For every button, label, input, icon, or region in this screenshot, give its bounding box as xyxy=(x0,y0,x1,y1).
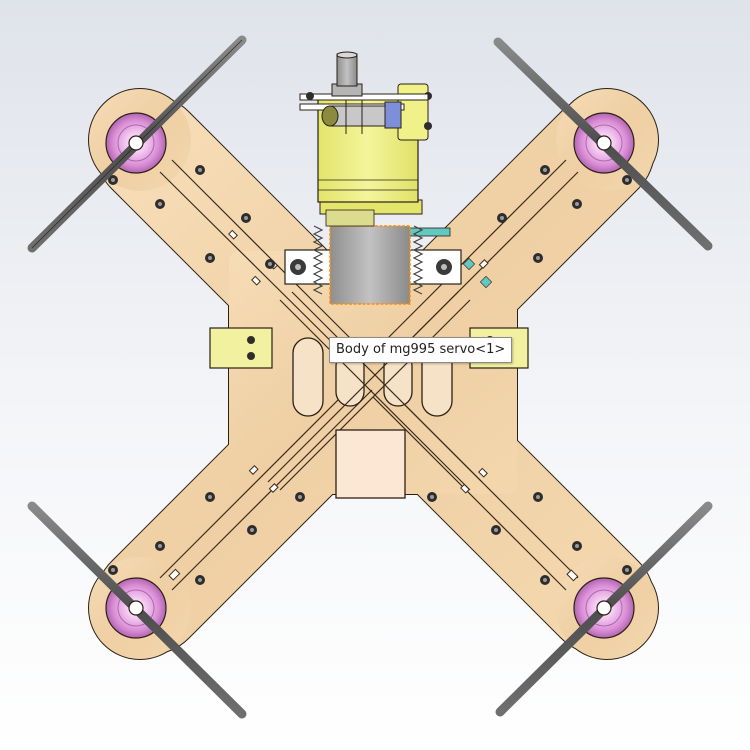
servo-linkage-bar xyxy=(299,93,429,101)
motor-front-left[interactable] xyxy=(27,35,247,253)
prop-hub xyxy=(128,135,144,151)
motor-rear-right[interactable] xyxy=(495,501,713,717)
motor-front-right[interactable] xyxy=(493,37,713,251)
hover-tooltip: Body of mg995 servo<1> xyxy=(329,337,513,363)
servo-horn xyxy=(329,105,391,127)
servo-body-highlighted[interactable] xyxy=(329,225,411,305)
cyan-clip xyxy=(462,257,476,271)
prop-hub xyxy=(128,600,144,616)
servo-gear-cover xyxy=(397,83,429,141)
frame-screws xyxy=(108,165,632,585)
cyan-clip xyxy=(479,275,493,289)
servo-springs xyxy=(312,225,424,295)
servo-clamp xyxy=(384,101,402,129)
bracket-left[interactable] xyxy=(209,327,273,369)
servo-assembly[interactable] xyxy=(284,51,493,305)
motor-rear-left[interactable] xyxy=(27,501,247,719)
prop-hub xyxy=(596,600,612,616)
servo-output-shaft xyxy=(336,53,358,87)
battery-pad[interactable] xyxy=(335,429,406,499)
x-brace xyxy=(267,291,483,491)
prop-hub xyxy=(596,135,612,151)
